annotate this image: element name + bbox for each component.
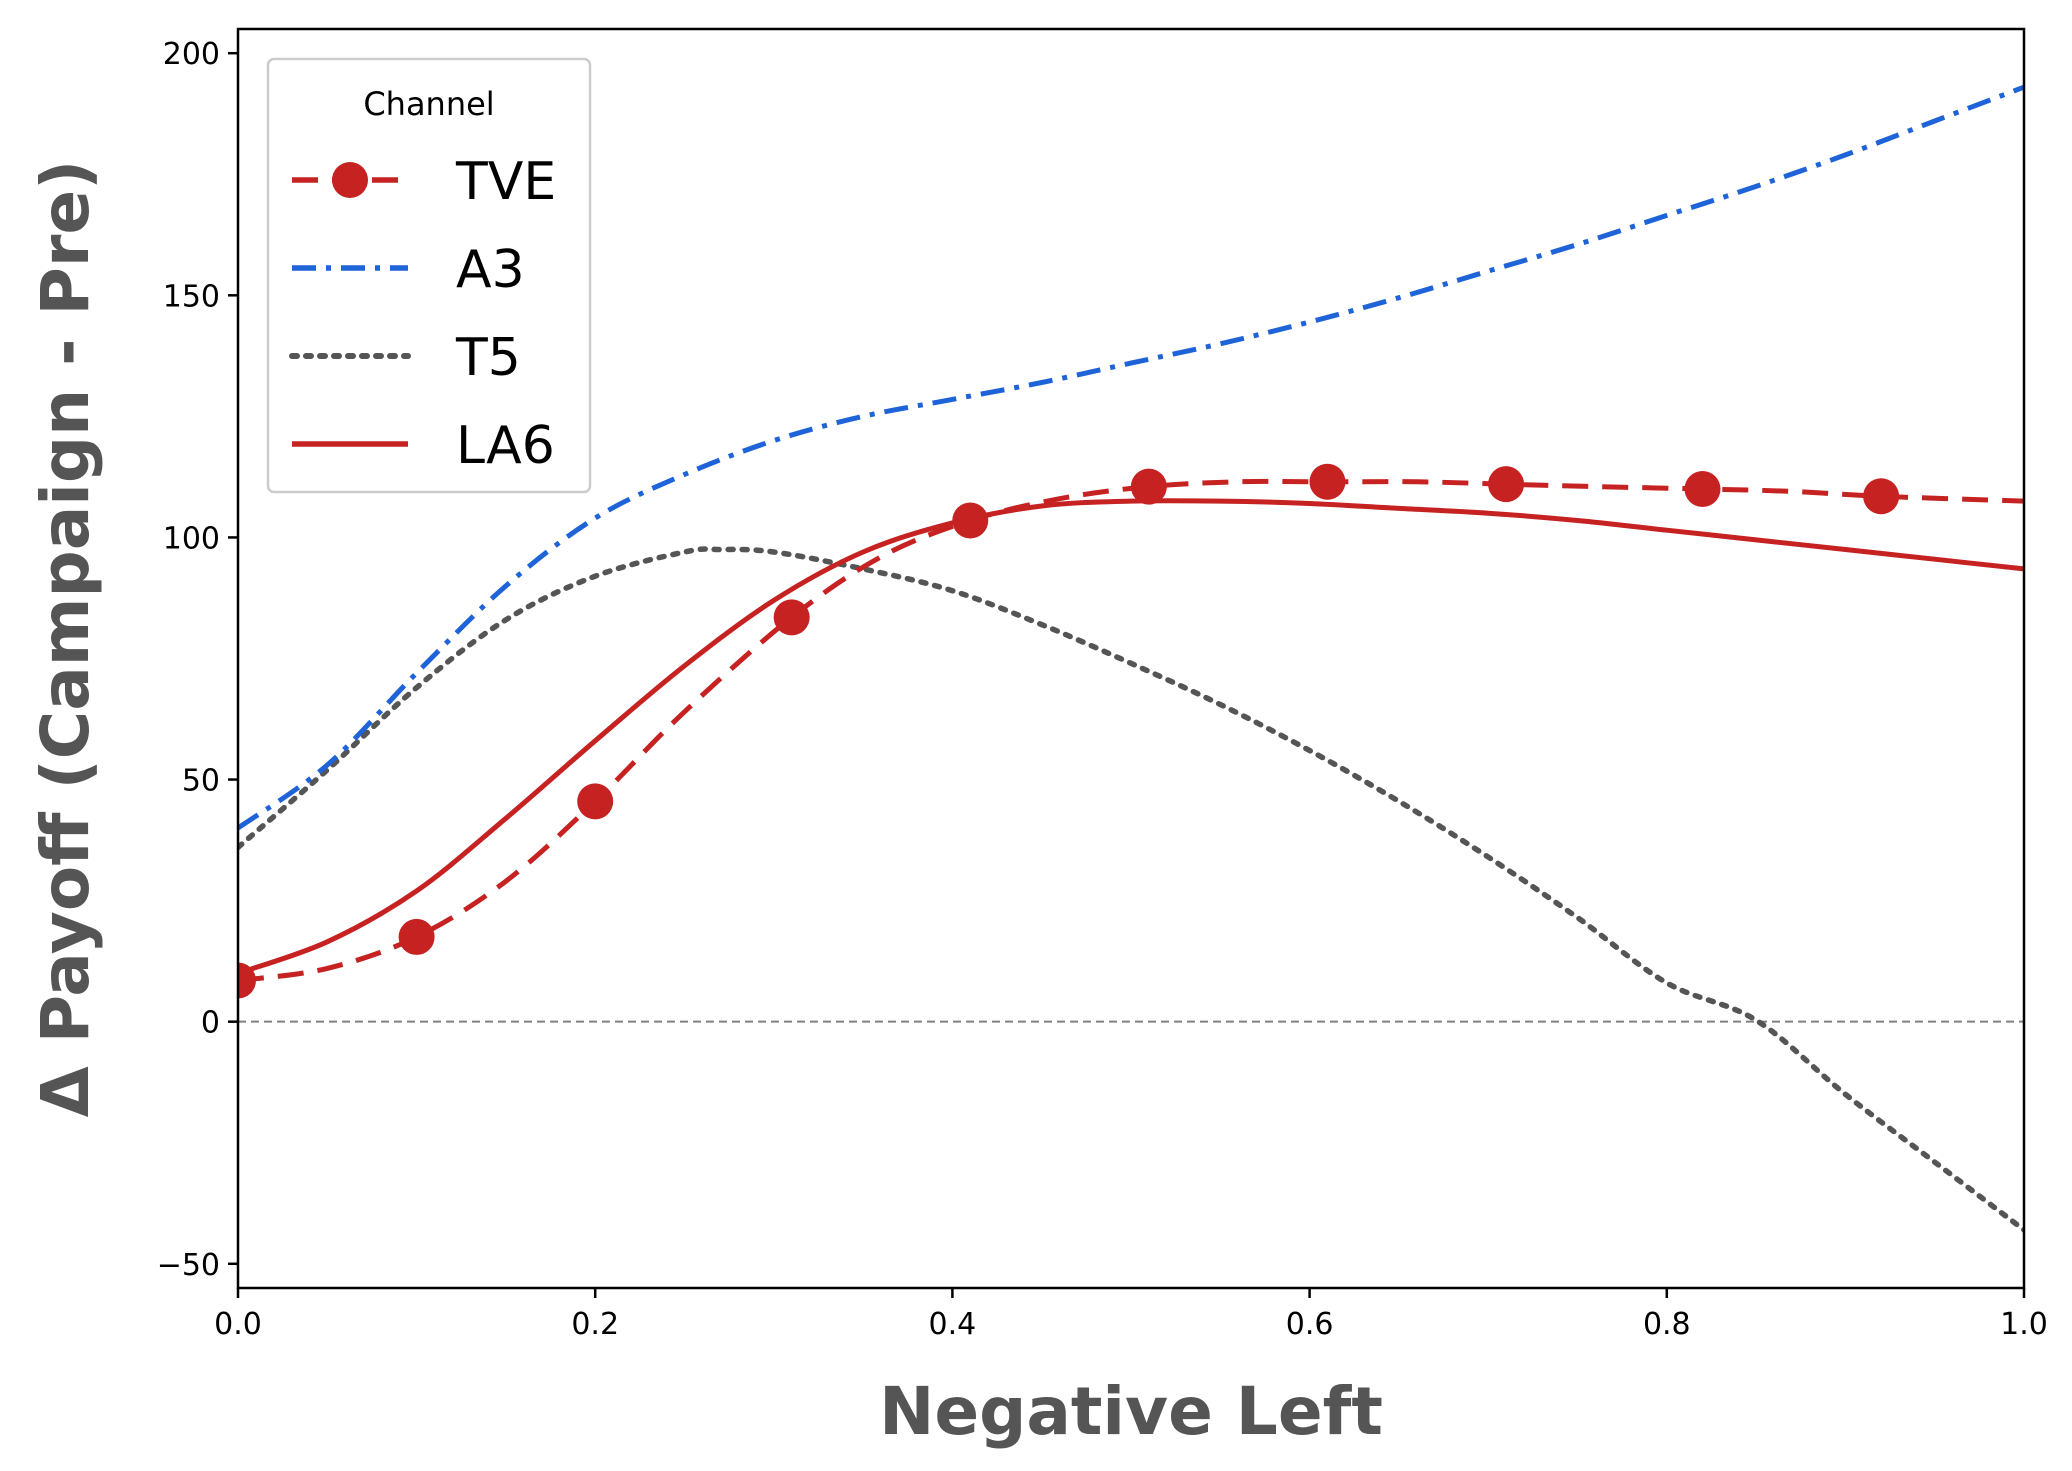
legend-marker-tve <box>332 162 368 198</box>
x-tick-label: 0.6 <box>1286 1307 1334 1342</box>
legend-label-la6: LA6 <box>456 416 555 476</box>
y-tick-label: 0 <box>201 1006 220 1041</box>
y-axis: −50 0 50 100 150 200 <box>157 37 238 1283</box>
legend-items: TVE A3 T5 LA6 <box>289 152 556 476</box>
plot-frame <box>236 27 2026 1290</box>
y-tick-label: 50 <box>182 764 220 799</box>
y-tick-label: 150 <box>163 279 220 314</box>
data-point-tve <box>1309 463 1346 500</box>
x-tick-label: 0.0 <box>214 1307 262 1342</box>
legend-label-a3: A3 <box>456 240 525 300</box>
y-axis-title: Δ Payoff (Campaign - Pre) <box>27 160 104 1118</box>
data-point-tve <box>1130 468 1167 505</box>
data-point-tve <box>1488 466 1525 503</box>
series-line-a3 <box>238 84 2024 831</box>
legend-label-t5: T5 <box>455 328 521 388</box>
x-tick-label: 0.2 <box>571 1307 619 1342</box>
data-point-tve <box>1684 471 1721 508</box>
series-line-t5 <box>238 546 2024 1233</box>
x-tick-label: 1.0 <box>2000 1307 2048 1342</box>
data-point-tve <box>952 502 989 539</box>
x-axis: 0.0 0.2 0.4 0.6 0.8 1.0 <box>214 1288 2048 1342</box>
data-point-tve <box>577 783 614 820</box>
series-layer <box>238 84 2024 1233</box>
data-point-tve <box>1863 478 1900 515</box>
data-point-tve <box>773 599 810 636</box>
data-point-tve <box>398 918 435 955</box>
series-line-la6 <box>238 498 2024 976</box>
x-tick-label: 0.4 <box>929 1307 977 1342</box>
legend-title: Channel <box>363 85 494 123</box>
x-axis-title: Negative Left <box>879 1373 1383 1450</box>
y-tick-label: 200 <box>163 37 220 72</box>
x-tick-label: 0.8 <box>1643 1307 1691 1342</box>
legend-label-tve: TVE <box>455 152 556 212</box>
legend: Channel TVE A3 T5 LA6 <box>266 57 592 494</box>
y-tick-label: 100 <box>163 521 220 556</box>
data-point-tve <box>238 962 256 999</box>
series-line-tve <box>238 478 2024 983</box>
y-tick-label: −50 <box>157 1248 220 1283</box>
